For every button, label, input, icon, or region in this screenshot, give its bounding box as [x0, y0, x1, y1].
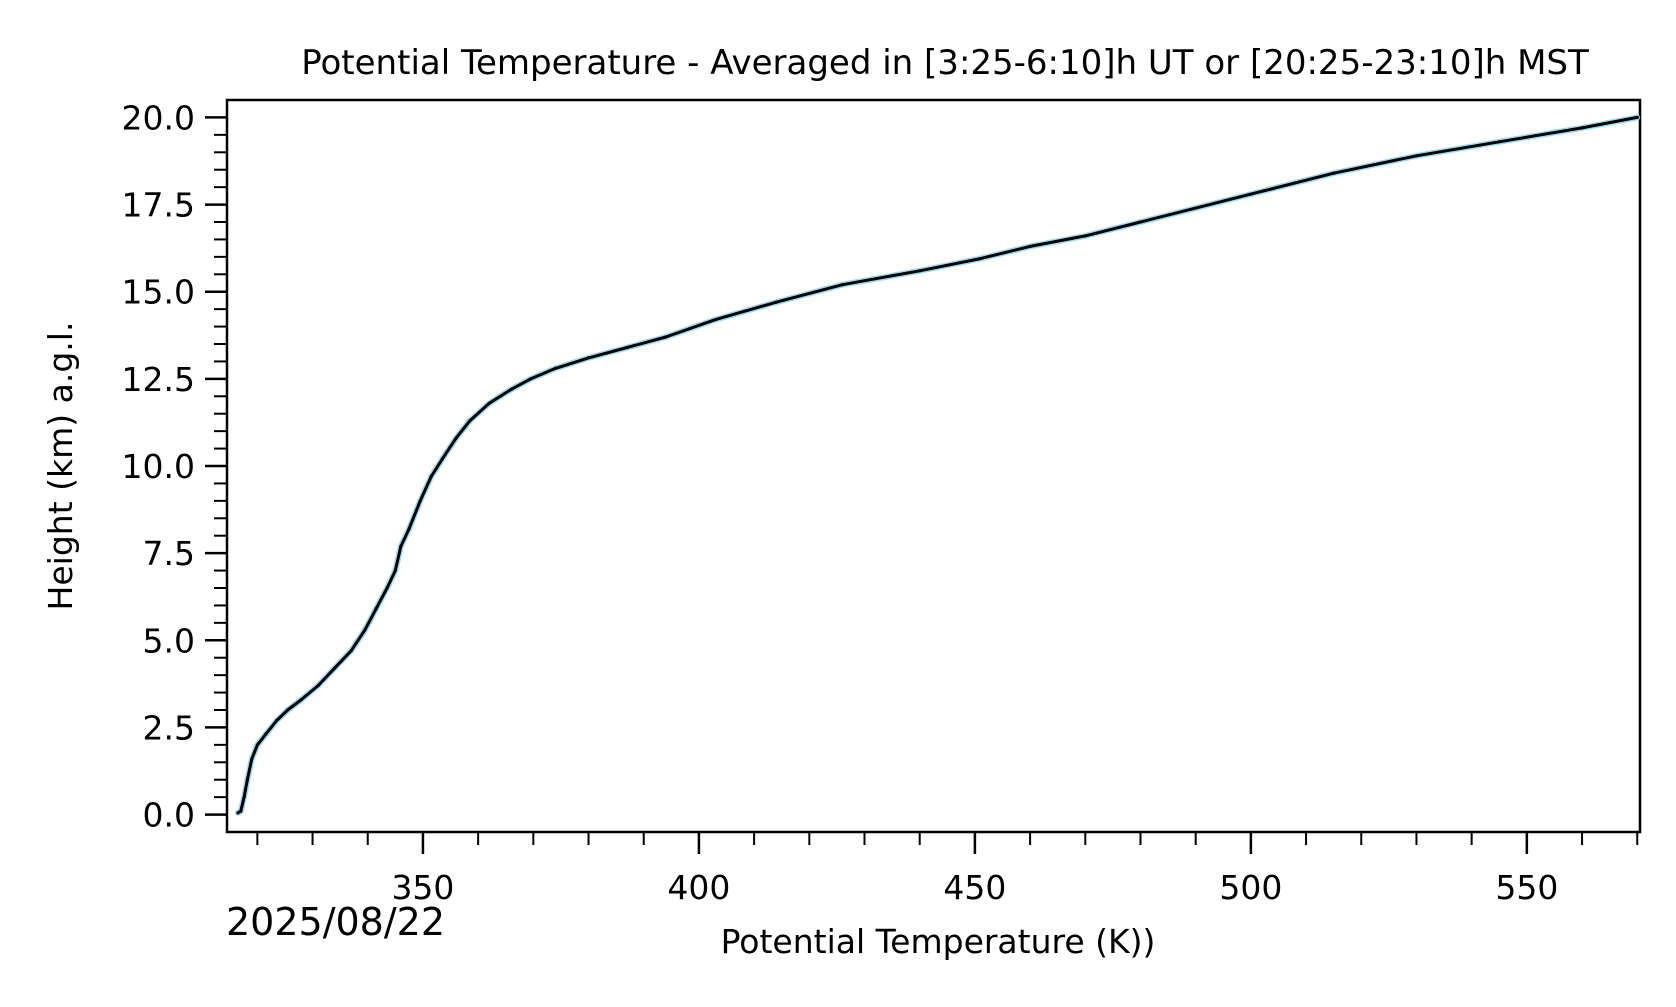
data-point — [553, 366, 558, 370]
x-tick-label: 500 — [1219, 868, 1282, 907]
date-stamp: 2025/08/22 — [226, 900, 445, 944]
x-tick-label: 400 — [667, 868, 730, 907]
data-point — [978, 257, 983, 261]
x-tick-label: 450 — [943, 868, 1006, 907]
data-point — [468, 419, 472, 423]
series-layer — [235, 114, 1641, 816]
data-point — [1028, 244, 1032, 248]
data-point — [385, 586, 389, 590]
data-point — [1635, 115, 1639, 119]
y-tick-label: 5.0 — [143, 621, 195, 660]
data-point — [239, 809, 243, 813]
data-point — [418, 499, 422, 503]
data-point — [774, 300, 778, 304]
ticks-layer: 350 400 450 500 550 0.0 2.5 5.0 7.5 10.0 12.5 15.0 1… — [122, 98, 1639, 907]
data-point — [363, 628, 367, 632]
data-point — [840, 283, 845, 287]
data-point — [529, 377, 533, 381]
data-point — [429, 474, 433, 479]
data-point — [316, 684, 320, 688]
data-point — [399, 544, 403, 548]
data-point — [487, 401, 491, 405]
data-point — [1083, 234, 1087, 238]
data-point — [255, 743, 259, 747]
data-point — [299, 697, 304, 702]
data-point — [625, 345, 629, 350]
data-point — [245, 778, 249, 782]
y-tick-label: 12.5 — [122, 360, 195, 399]
data-point — [454, 436, 458, 440]
data-point — [393, 569, 397, 573]
y-tick-label: 2.5 — [143, 708, 195, 747]
data-point — [275, 718, 279, 723]
data-point — [440, 457, 444, 461]
series-line — [236, 115, 1639, 815]
data-point — [374, 607, 378, 611]
y-tick-label: 17.5 — [122, 186, 195, 225]
y-tick-label: 20.0 — [122, 98, 195, 137]
data-point — [407, 527, 411, 531]
y-tick-label: 15.0 — [122, 273, 195, 312]
data-point — [918, 269, 922, 273]
y-tick-label: 0.0 — [143, 796, 195, 835]
data-point — [586, 356, 591, 360]
y-tick-label: 7.5 — [143, 534, 195, 573]
x-axis-label: Potential Temperature (K)) — [721, 922, 1156, 961]
data-point — [236, 811, 240, 815]
data-point — [349, 649, 353, 653]
data-point — [1194, 206, 1198, 210]
data-point — [713, 318, 718, 322]
data-point — [1332, 171, 1336, 175]
data-point — [286, 708, 290, 712]
data-point — [1497, 140, 1501, 144]
data-point — [264, 732, 268, 737]
data-point — [1138, 220, 1143, 224]
data-point — [664, 335, 668, 339]
data-point — [1414, 154, 1419, 158]
chart-title: Potential Temperature - Averaged in [3:2… — [301, 43, 1589, 83]
data-point — [250, 757, 254, 761]
x-tick-label: 550 — [1495, 868, 1558, 907]
data-point — [1580, 126, 1584, 130]
data-point — [509, 387, 513, 391]
data-point — [1249, 192, 1253, 196]
data-point — [242, 795, 246, 799]
data-point — [333, 666, 337, 670]
y-tick-label: 10.0 — [122, 447, 195, 486]
x-tick-label: 350 — [391, 868, 454, 907]
y-axis-label: Height (km) a.g.l. — [41, 322, 80, 611]
